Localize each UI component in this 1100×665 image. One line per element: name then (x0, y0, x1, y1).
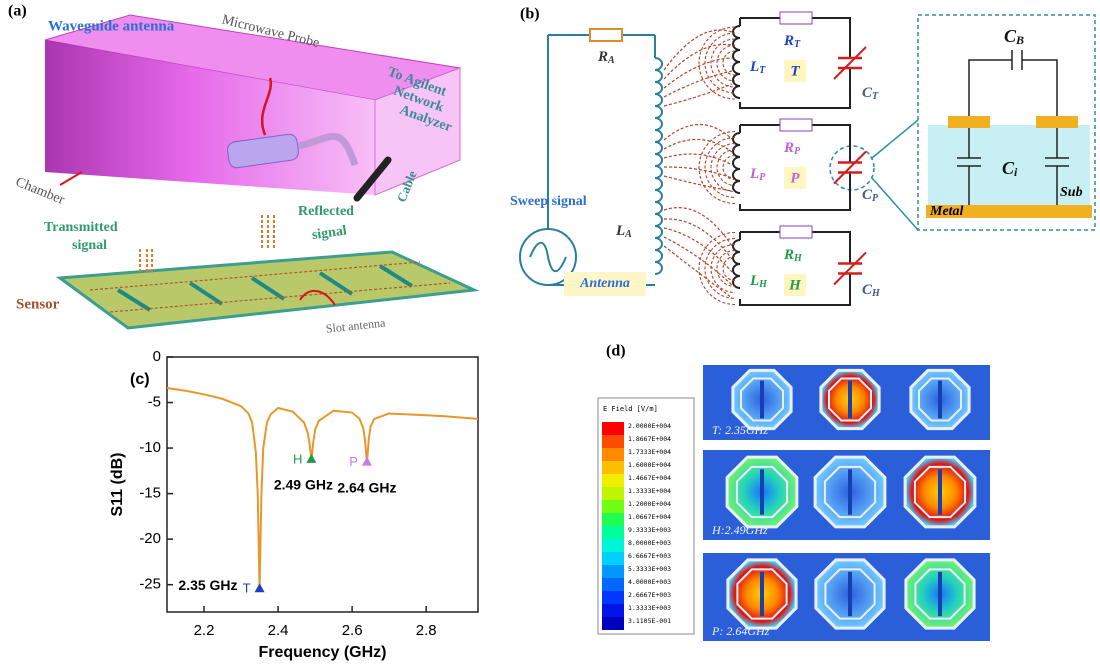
component-subscript: A (607, 55, 615, 66)
label: Sweep signal (510, 194, 587, 209)
component-symbol: R (783, 33, 794, 49)
legend-swatch (602, 539, 624, 552)
legend-swatch (602, 435, 624, 448)
legend-title: E Field [V/m] (603, 405, 658, 413)
marker-label: P (349, 454, 358, 469)
resistor-a (590, 29, 622, 41)
annotation: 2.35 GHz (178, 577, 237, 593)
label: Antenna (579, 276, 630, 291)
legend-label: 2.0000E+004 (628, 422, 671, 430)
resistor (780, 119, 812, 131)
label: Reflected (298, 204, 354, 219)
y-axis-title: S11 (dB) (109, 452, 126, 516)
panel-label: (d) (606, 343, 626, 360)
component-subscript: T (872, 91, 879, 102)
component-subscript: H (758, 279, 768, 290)
component-subscript: T (794, 39, 801, 50)
legend-label: 5.3333E+003 (628, 565, 671, 573)
component-subscript: A (624, 229, 632, 240)
mode-label: T (790, 63, 800, 79)
y-tick-label: -25 (139, 576, 161, 593)
legend-swatch (602, 474, 624, 487)
y-tick-label: 0 (153, 348, 161, 365)
y-tick-label: -10 (139, 439, 161, 456)
label: Metal (929, 204, 964, 219)
component-symbol: R (597, 49, 608, 65)
field-caption: H:2.49GHz (711, 523, 768, 537)
component-symbol: L (749, 273, 759, 289)
legend-label: 2.6667E+003 (628, 591, 671, 599)
legend-label: 6.6667E+003 (628, 552, 671, 560)
label: Sub (1060, 185, 1083, 200)
legend-label: 9.3333E+003 (628, 526, 671, 534)
mode-label: P (790, 170, 800, 186)
marker-label: H (293, 451, 302, 466)
label: Waveguide antenna (48, 18, 175, 34)
component-subscript: H (871, 288, 881, 299)
legend-label: 1.3333E+003 (628, 604, 671, 612)
component-subscript: P (872, 193, 879, 204)
component-subscript: B (1015, 33, 1024, 47)
legend-label: 1.7333E+004 (628, 448, 671, 456)
panel-label: (b) (520, 6, 540, 23)
pad (1036, 116, 1078, 128)
component-subscript: H (793, 253, 803, 264)
label: signal (72, 238, 107, 253)
component-symbol: L (615, 223, 625, 239)
panel-label: (c) (130, 371, 150, 388)
annotation: 2.49 GHz (274, 477, 333, 493)
component-subscript: P (759, 172, 766, 183)
legend-swatch (602, 422, 624, 435)
legend-label: 1.4667E+004 (628, 474, 671, 482)
page: { "panel_a": {"label": "(a)", "waveguide… (0, 0, 1100, 665)
legend-label: 1.0667E+004 (628, 513, 671, 521)
legend-label: 1.3333E+004 (628, 487, 671, 495)
legend-swatch (602, 526, 624, 539)
label: Sensor (16, 296, 60, 312)
mode-label: H (788, 277, 802, 293)
y-tick-label: -5 (148, 394, 161, 411)
legend-label: 4.0000E+003 (628, 578, 671, 586)
legend-swatch (602, 552, 624, 565)
legend-swatch (602, 578, 624, 591)
legend-label: 1.2000E+004 (628, 500, 671, 508)
y-tick-label: -15 (139, 485, 161, 502)
panel-label: (a) (8, 3, 27, 20)
x-tick-label: 2.6 (342, 622, 363, 639)
legend-swatch (602, 461, 624, 474)
x-axis-title: Frequency (GHz) (258, 644, 386, 661)
legend-label: 3.1105E-001 (628, 617, 671, 625)
legend-swatch (602, 500, 624, 513)
x-tick-label: 2.8 (416, 622, 437, 639)
pad (948, 116, 990, 128)
field-caption: T: 2.35GHz (712, 423, 768, 437)
legend-label: 1.6000E+004 (628, 461, 671, 469)
component-symbol: R (783, 140, 794, 156)
legend-swatch (602, 487, 624, 500)
component-symbol: R (783, 247, 794, 263)
legend-swatch (602, 513, 624, 526)
y-tick-label: -20 (139, 530, 161, 547)
resistor (780, 12, 812, 24)
legend-swatch (602, 591, 624, 604)
component-subscript: T (759, 65, 766, 76)
field-caption: P: 2.64GHz (711, 624, 770, 638)
label: Transmitted (44, 220, 118, 235)
legend-swatch (602, 565, 624, 578)
resistor (780, 226, 812, 238)
legend-swatch (602, 448, 624, 461)
legend-label: 1.8667E+004 (628, 435, 671, 443)
marker-label: T (243, 581, 251, 596)
legend-swatch (602, 617, 624, 630)
component-subscript: P (794, 146, 801, 157)
legend-swatch (602, 604, 624, 617)
component-symbol: L (749, 166, 759, 182)
component-symbol: L (749, 59, 759, 75)
x-tick-label: 2.2 (194, 622, 215, 639)
x-tick-label: 2.4 (268, 622, 289, 639)
legend-label: 8.0000E+003 (628, 539, 671, 547)
figure: (a)Waveguide antennaMicrowave ProbeTo Ag… (0, 0, 1100, 665)
annotation: 2.64 GHz (337, 479, 396, 495)
